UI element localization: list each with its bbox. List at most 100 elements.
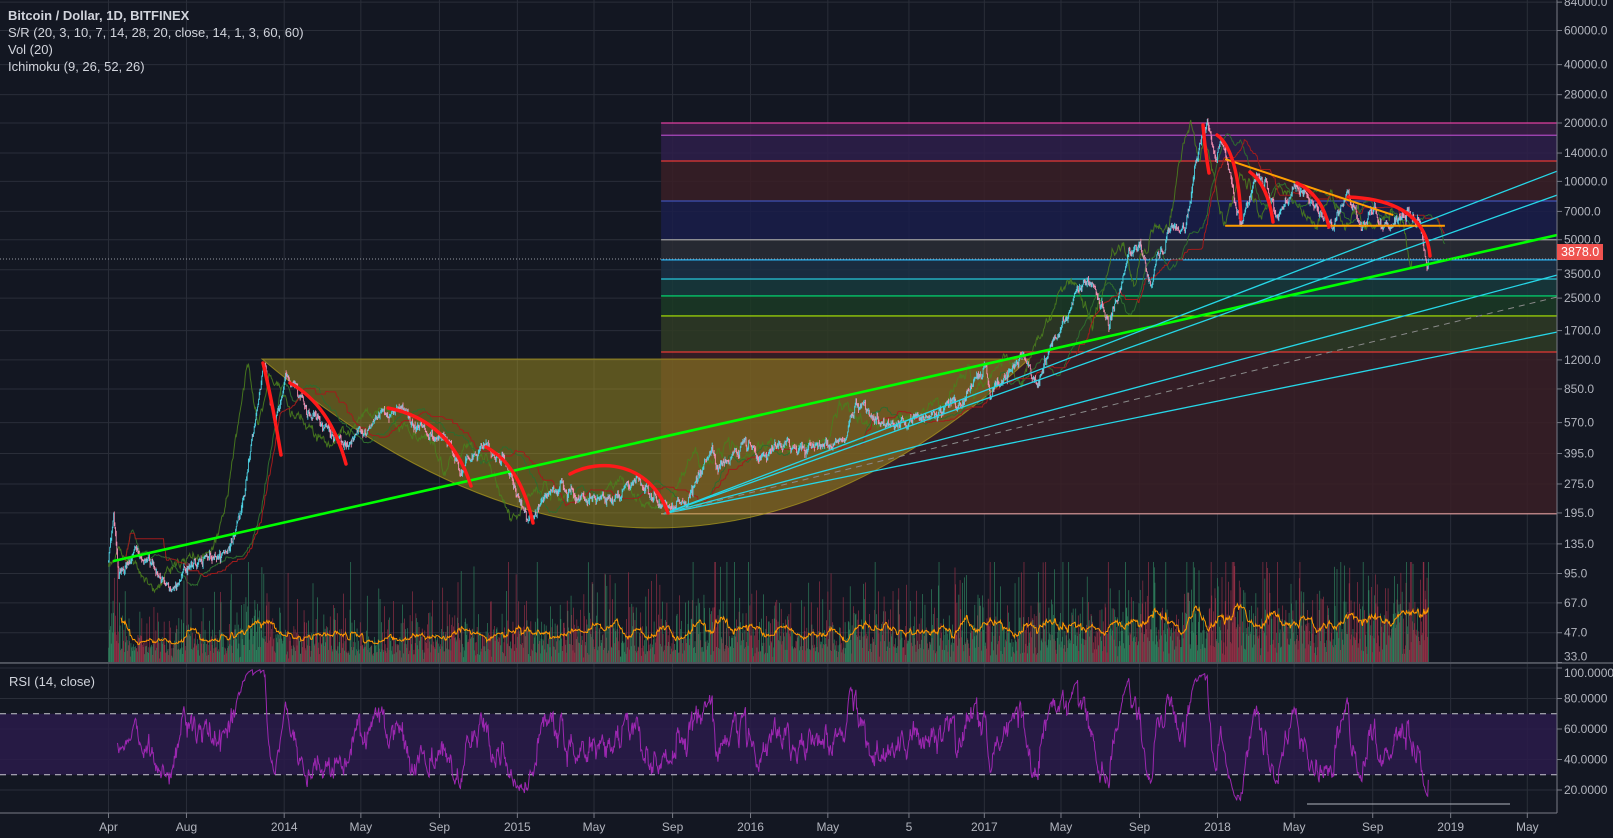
volume-bar bbox=[792, 631, 794, 662]
volume-bar bbox=[272, 618, 274, 662]
price-axis-label: 95.0 bbox=[1564, 566, 1588, 580]
indicator-volume[interactable]: Vol (20) bbox=[8, 42, 53, 57]
volume-bar bbox=[1099, 610, 1101, 662]
volume-bar bbox=[165, 652, 167, 662]
volume-bar bbox=[231, 645, 233, 662]
volume-bar bbox=[734, 562, 735, 662]
volume-bar bbox=[934, 633, 936, 662]
volume-bar bbox=[768, 621, 769, 662]
symbol-title[interactable]: Bitcoin / Dollar, 1D, BITFINEX bbox=[8, 8, 190, 23]
volume-bar bbox=[1230, 590, 1232, 662]
volume-bar bbox=[1083, 645, 1085, 662]
volume-bar bbox=[533, 633, 535, 662]
volume-bar bbox=[1038, 572, 1040, 662]
volume-bar bbox=[622, 641, 624, 662]
arc-drawing[interactable] bbox=[484, 445, 535, 525]
trendline[interactable] bbox=[663, 170, 1558, 515]
cup-pattern[interactable] bbox=[260, 358, 1031, 529]
volume-bar bbox=[112, 600, 114, 662]
volume-bar bbox=[1233, 562, 1235, 662]
trendlines[interactable] bbox=[112, 158, 1558, 563]
indicator-ichimoku[interactable]: Ichimoku (9, 26, 52, 26) bbox=[8, 59, 145, 74]
volume-bar bbox=[465, 634, 467, 662]
volume-bar bbox=[895, 647, 897, 662]
volume-bar bbox=[632, 606, 634, 662]
volume-bar bbox=[160, 640, 162, 662]
volume-bar bbox=[117, 562, 118, 662]
volume-bar bbox=[905, 625, 907, 662]
volume-bar bbox=[916, 640, 918, 662]
arc-drawing[interactable] bbox=[1248, 170, 1275, 224]
arc-drawing[interactable] bbox=[568, 463, 670, 515]
volume-bar bbox=[1265, 609, 1266, 662]
volume-bar bbox=[172, 657, 173, 662]
volume-bar bbox=[800, 646, 801, 662]
volume-bar bbox=[749, 605, 751, 662]
arc-drawing[interactable] bbox=[1215, 133, 1243, 221]
volume-bar bbox=[1056, 638, 1058, 662]
trendline[interactable] bbox=[1224, 158, 1394, 216]
rsi-title[interactable]: RSI (14, close) bbox=[9, 674, 95, 689]
volume-bar bbox=[1072, 608, 1074, 662]
volume-bar bbox=[1256, 628, 1257, 662]
volume-bar bbox=[982, 607, 984, 662]
trendline[interactable] bbox=[663, 274, 1558, 515]
volume-bar bbox=[912, 631, 914, 662]
volume-bar bbox=[566, 652, 567, 662]
trendline[interactable] bbox=[663, 331, 1558, 515]
arc-drawing[interactable] bbox=[386, 406, 473, 488]
volume-bar bbox=[234, 629, 235, 662]
volume-bar bbox=[1053, 615, 1054, 662]
volume-bar bbox=[1071, 612, 1073, 662]
volume-bar bbox=[132, 650, 134, 662]
volume-bar bbox=[1208, 609, 1210, 662]
volume-bar bbox=[570, 644, 571, 662]
volume-bar bbox=[142, 644, 143, 662]
indicator-sr[interactable]: S/R (20, 3, 10, 7, 14, 28, 20, close, 14… bbox=[8, 25, 304, 40]
volume-bar bbox=[184, 637, 185, 662]
volume-bar bbox=[717, 615, 719, 662]
volume-bar bbox=[948, 639, 949, 662]
arc-drawing[interactable] bbox=[288, 381, 348, 466]
axes[interactable]: 84000.060000.040000.028000.020000.014000… bbox=[99, 0, 1613, 834]
volume-bar bbox=[1340, 562, 1342, 662]
volume-bar bbox=[599, 629, 601, 662]
volume-bar bbox=[900, 629, 902, 662]
volume-bar bbox=[386, 652, 387, 662]
arc-drawing[interactable] bbox=[1346, 195, 1432, 258]
volume-bar bbox=[995, 616, 997, 662]
arc-drawing[interactable] bbox=[1201, 123, 1211, 175]
volume-bar bbox=[921, 639, 923, 662]
volume-bar bbox=[337, 646, 339, 662]
volume-bar bbox=[1183, 625, 1185, 662]
volume-bar bbox=[1136, 637, 1137, 662]
volume-bar bbox=[235, 629, 237, 662]
volume-bar bbox=[374, 641, 376, 662]
volume-bar bbox=[358, 649, 360, 662]
volume-bar bbox=[770, 623, 771, 662]
volume-bar bbox=[613, 628, 615, 662]
red-arcs[interactable] bbox=[261, 123, 1432, 525]
volume-bar bbox=[783, 633, 785, 662]
volume-bar bbox=[416, 618, 417, 662]
volume-bar bbox=[412, 591, 413, 662]
volume-bar bbox=[135, 648, 137, 662]
volume-bar bbox=[353, 647, 355, 662]
volume-bar bbox=[1169, 636, 1171, 662]
volume-bar bbox=[1381, 626, 1383, 662]
volume-bar bbox=[747, 632, 748, 662]
volume-bar bbox=[161, 637, 163, 662]
volume-bar bbox=[1358, 643, 1360, 662]
volume-bar bbox=[464, 650, 465, 662]
volume-bar bbox=[135, 646, 136, 662]
trendline[interactable] bbox=[112, 233, 1558, 563]
time-axis-label: Apr bbox=[99, 820, 118, 834]
volume-bar bbox=[308, 620, 309, 662]
volume-bar bbox=[1036, 654, 1038, 662]
trendline[interactable] bbox=[663, 194, 1558, 515]
arc-drawing[interactable] bbox=[1295, 181, 1331, 229]
arc-drawing[interactable] bbox=[261, 361, 283, 457]
volume-bar bbox=[1360, 619, 1362, 662]
volume-bar bbox=[189, 636, 191, 662]
